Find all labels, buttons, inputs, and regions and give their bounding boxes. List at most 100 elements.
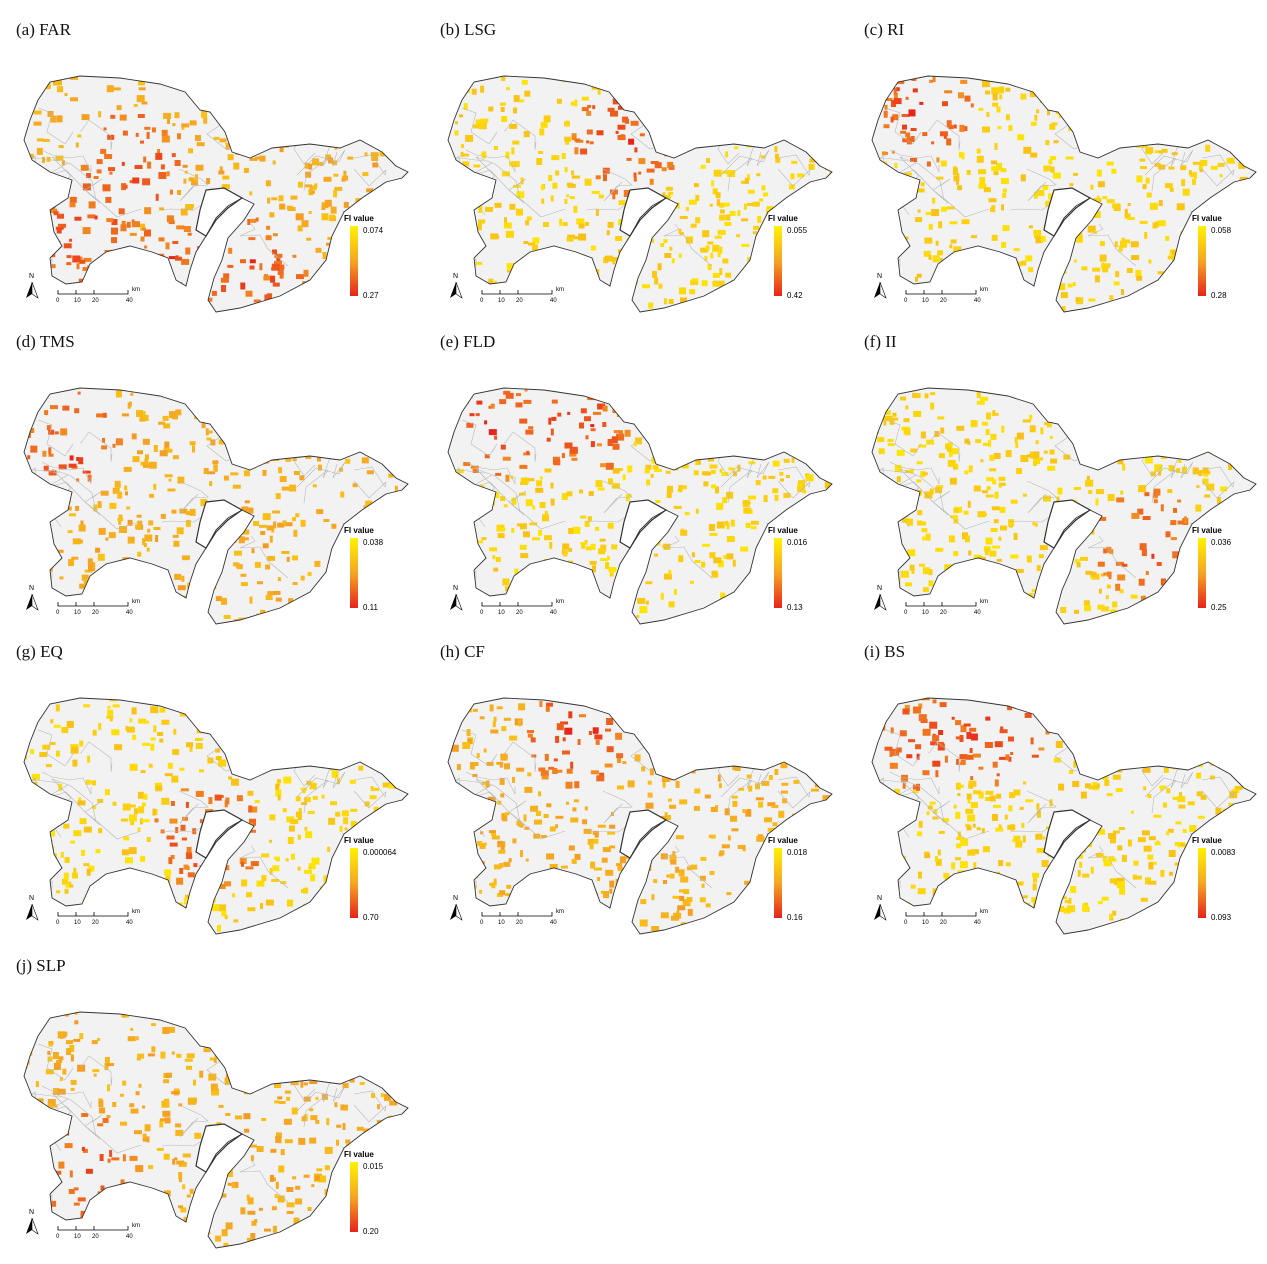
fi-cell (602, 422, 606, 427)
fi-cell (392, 1077, 398, 1082)
fi-cell (283, 711, 289, 714)
fi-cell (1204, 495, 1210, 498)
fi-cell (254, 429, 259, 433)
fi-cell (149, 462, 157, 469)
fi-cell (466, 914, 469, 917)
fi-cell (77, 263, 80, 269)
fi-cell (830, 934, 838, 940)
fi-cell (555, 736, 559, 743)
fi-cell (536, 158, 542, 165)
fi-cell (668, 403, 675, 406)
fi-cell (1114, 87, 1122, 92)
fi-cell (209, 882, 212, 886)
fi-cell (274, 404, 281, 411)
fi-cell (765, 608, 771, 612)
fi-cell (581, 545, 585, 549)
fi-cell (237, 739, 242, 744)
fi-cell (259, 754, 265, 757)
fi-cell (880, 834, 888, 838)
fi-cell (256, 739, 259, 745)
fi-cell (834, 187, 837, 191)
fi-cell (908, 915, 912, 921)
fi-cell (577, 910, 582, 915)
fi-cell (987, 256, 991, 263)
fi-cell (158, 172, 166, 179)
scale-tick-label: 20 (92, 920, 99, 926)
fi-cell (221, 278, 229, 283)
fi-cell (551, 483, 554, 489)
fi-cell (224, 615, 231, 619)
fi-cell (590, 610, 593, 614)
fi-cell (349, 731, 352, 735)
fi-cell (49, 454, 54, 457)
fi-cell (202, 1184, 210, 1188)
fi-cell (408, 912, 412, 917)
fi-cell (136, 410, 143, 417)
fi-cell (646, 803, 654, 809)
fi-cell (701, 721, 708, 728)
fi-cell (270, 536, 273, 543)
fi-cell (32, 206, 37, 213)
fi-cell (526, 499, 533, 506)
fi-cell (597, 443, 602, 446)
fi-cell (814, 75, 819, 79)
fi-cell (944, 564, 952, 570)
fi-cell (872, 413, 879, 420)
fi-cell (1006, 114, 1010, 120)
fi-cell (1136, 175, 1142, 182)
fi-cell (118, 624, 124, 628)
fi-cell (203, 593, 210, 599)
fi-cell (1125, 209, 1128, 215)
fi-cell (257, 581, 263, 584)
fi-cell (132, 219, 135, 222)
fi-cell (695, 433, 700, 437)
fi-cell (570, 818, 578, 823)
fi-cell (1238, 395, 1243, 399)
fi-cell (344, 234, 349, 239)
fi-cell (975, 439, 981, 443)
fi-cell (194, 935, 198, 940)
fi-cell (177, 133, 181, 139)
fi-cell (197, 707, 205, 712)
fi-cell (1256, 826, 1263, 831)
fi-cell (463, 273, 471, 276)
fi-cell (462, 161, 469, 166)
fi-cell (263, 513, 271, 520)
fi-cell (511, 528, 514, 533)
fi-cell (756, 440, 761, 445)
fi-cell (37, 148, 43, 155)
fi-cell (211, 77, 216, 83)
fi-cell (933, 595, 936, 598)
fi-cell (353, 101, 360, 106)
fi-cell (706, 158, 710, 163)
fi-cell (135, 305, 141, 308)
fi-cell (449, 906, 454, 912)
fi-cell (345, 275, 349, 278)
fi-cell (1087, 454, 1093, 458)
fi-cell (918, 872, 922, 879)
fi-cell (1186, 404, 1193, 408)
fi-cell (186, 1066, 192, 1070)
fi-cell (814, 562, 820, 567)
fi-cell (1096, 498, 1099, 505)
fi-cell (618, 887, 625, 892)
fi-cell (135, 165, 143, 169)
fi-cell (299, 131, 307, 134)
fi-cell (1249, 918, 1255, 925)
north-arrow-icon: N (26, 895, 38, 920)
fi-cell (720, 469, 723, 473)
fi-cell (823, 149, 830, 154)
fi-cell (32, 80, 38, 85)
fi-cell (33, 213, 39, 219)
fi-cell (568, 528, 573, 534)
fi-cell (656, 748, 663, 754)
fi-cell (35, 867, 43, 871)
fi-cell (76, 284, 81, 287)
fi-cell (992, 410, 995, 416)
fi-cell (1144, 846, 1152, 852)
fi-cell (811, 228, 814, 235)
fi-cell (266, 595, 273, 600)
fi-cell (465, 135, 473, 142)
fi-cell (330, 801, 337, 805)
fi-cell (769, 880, 774, 883)
